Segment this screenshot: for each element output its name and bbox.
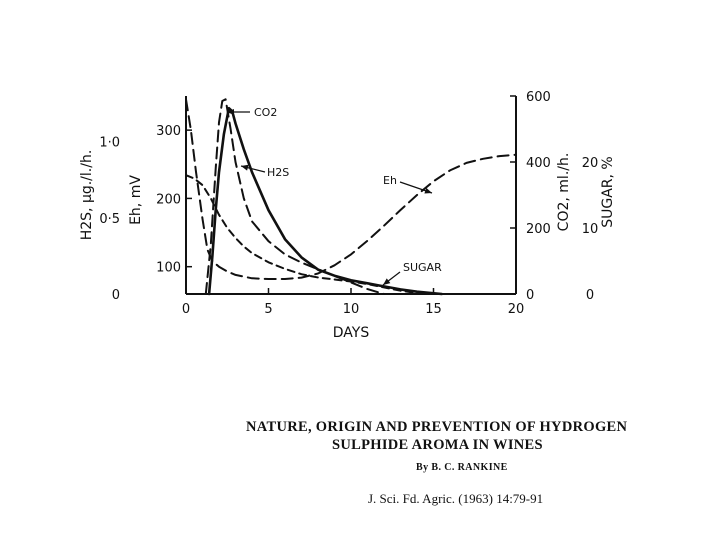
paper-author: By B. C. RANKINE bbox=[416, 462, 508, 473]
sugar-tick-label: 0 bbox=[586, 288, 594, 303]
axes-layer: 0 5 10 15 20 DAYS 100 200 300 0 0·5 1·0 0 200 400 600 0 1… bbox=[79, 90, 616, 341]
series-line-sugar bbox=[185, 174, 432, 295]
annotation-arrowhead bbox=[241, 164, 249, 171]
eh-tick-label: 300 bbox=[156, 124, 181, 139]
sugar-tick-label: 20 bbox=[582, 156, 599, 171]
paper-title-line-1: NATURE, ORIGIN AND PREVENTION OF HYDROGE… bbox=[246, 419, 628, 435]
paper-title-line-2: SULPHIDE AROMA IN WINES bbox=[332, 437, 543, 453]
series-line-h2s bbox=[207, 106, 444, 296]
co2-tick-label: 600 bbox=[526, 90, 551, 105]
annotation-label-h2s: H2S bbox=[267, 166, 289, 179]
sugar-axis-label: SUGAR, % bbox=[600, 156, 616, 228]
x-tick-label: 20 bbox=[508, 302, 525, 317]
eh-tick-label: 100 bbox=[156, 261, 181, 276]
eh-axis-label: Eh, mV bbox=[128, 175, 144, 225]
x-axis-label: DAYS bbox=[333, 325, 370, 341]
h2s-tick-label: 0 bbox=[112, 288, 120, 303]
h2s-tick-label: 1·0 bbox=[99, 136, 120, 151]
annotation-label-eh: Eh bbox=[383, 174, 397, 187]
co2-axis-label: CO2, ml./h. bbox=[556, 153, 572, 232]
annotation-label-co2: CO2 bbox=[254, 106, 277, 119]
x-tick-label: 0 bbox=[182, 302, 190, 317]
co2-tick-label: 200 bbox=[526, 222, 551, 237]
h2s-tick-label: 0·5 bbox=[99, 212, 120, 227]
series-line-co2 bbox=[204, 98, 385, 295]
annotation-label-sugar: SUGAR bbox=[403, 261, 442, 274]
x-tick-label: 10 bbox=[343, 302, 360, 317]
co2-tick-label: 0 bbox=[526, 288, 534, 303]
annotation-layer: CO2 H2S Eh SUGAR bbox=[227, 106, 442, 286]
sugar-tick-label: 10 bbox=[582, 222, 599, 237]
annotation-arrowhead bbox=[227, 109, 234, 115]
eh-tick-label: 200 bbox=[156, 192, 181, 207]
h2s-axis-label: H2S, μg./l./h. bbox=[79, 150, 95, 241]
series-line-eh bbox=[185, 98, 517, 280]
x-tick-label: 5 bbox=[264, 302, 272, 317]
annotation-arrowhead bbox=[424, 187, 432, 194]
paper-citation: J. Sci. Fd. Agric. (1963) 14:79-91 bbox=[368, 491, 544, 506]
paper-title: NATURE, ORIGIN AND PREVENTION OF HYDROGE… bbox=[246, 418, 706, 454]
series-layer bbox=[185, 98, 517, 296]
co2-tick-label: 400 bbox=[526, 156, 551, 171]
x-tick-label: 15 bbox=[425, 302, 442, 317]
annotation-arrowhead bbox=[383, 278, 391, 285]
chart-figure: 0 5 10 15 20 DAYS 100 200 300 0 0·5 1·0 0 200 400 600 0 1… bbox=[79, 90, 616, 341]
